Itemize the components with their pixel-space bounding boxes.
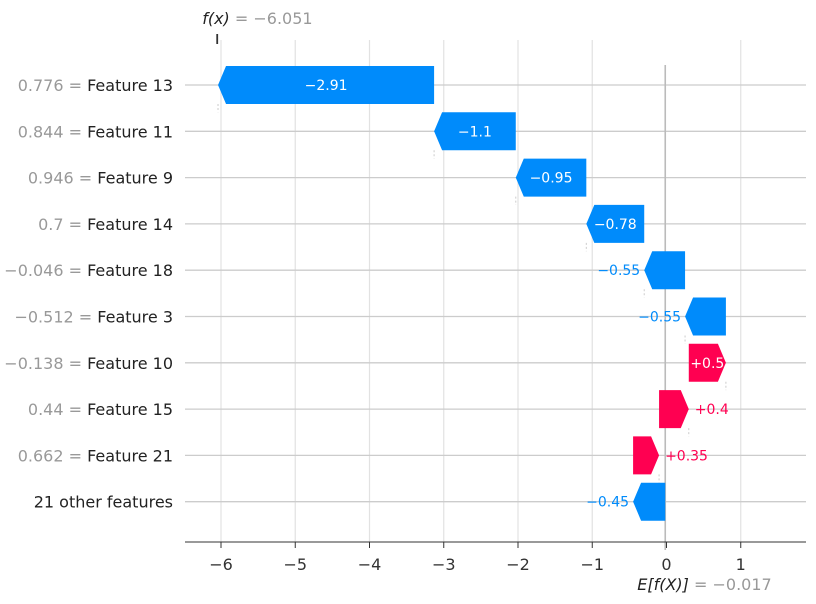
x-tick-label: −1 <box>580 555 604 574</box>
bars-layer <box>217 66 727 521</box>
y-tick-label: −0.138 = Feature 10 <box>4 354 173 373</box>
bar-value-label: −0.55 <box>638 310 681 326</box>
waterfall-bar <box>688 343 726 382</box>
y-tick-label: 0.946 = Feature 9 <box>28 169 173 188</box>
feature-value: 0.844 = <box>18 122 87 141</box>
x-tick-label: 0 <box>661 555 671 574</box>
efx-label-value: = −0.017 <box>689 575 772 594</box>
y-tick-label: 0.44 = Feature 15 <box>28 400 173 419</box>
waterfall-bar <box>633 436 660 475</box>
feature-name: Feature 3 <box>97 308 173 327</box>
bar-value-label: +0.35 <box>665 448 708 464</box>
y-tick-label: 0.844 = Feature 11 <box>18 122 173 141</box>
feature-value: 0.662 = <box>18 446 87 465</box>
waterfall-bar <box>659 390 689 429</box>
annotation-layer: f(x) = −6.051 E[f(X)] = −0.017 <box>202 9 771 594</box>
waterfall-bar <box>644 251 686 290</box>
fx-label-math: f(x) <box>202 9 230 28</box>
labels-layer: −2.91 0.776 = Feature 13 −1.1 0.844 = Featu… <box>4 76 729 512</box>
x-tick-label: −3 <box>432 555 456 574</box>
feature-name: 21 other features <box>34 493 173 512</box>
feature-value: 0.7 = <box>38 215 87 234</box>
bar-value-label: −0.45 <box>586 495 629 511</box>
y-tick-label: 21 other features <box>34 493 173 512</box>
feature-value: −0.046 = <box>4 261 87 280</box>
y-tick-label: −0.512 = Feature 3 <box>14 308 173 327</box>
feature-value: −0.138 = <box>4 354 87 373</box>
bar-value-label: −1.1 <box>458 124 492 140</box>
feature-value: −0.512 = <box>14 308 97 327</box>
y-tick-label: 0.662 = Feature 21 <box>18 446 173 465</box>
y-tick-label: 0.776 = Feature 13 <box>18 76 173 95</box>
feature-value: 0.776 = <box>18 76 87 95</box>
efx-label: E[f(X)] = −0.017 <box>637 575 771 594</box>
y-tick-label: 0.7 = Feature 14 <box>38 215 173 234</box>
feature-value: 0.44 = <box>28 400 87 419</box>
x-tick-label: 1 <box>736 555 746 574</box>
x-tick-label: −2 <box>506 555 530 574</box>
feature-name: Feature 18 <box>87 261 173 280</box>
feature-name: Feature 14 <box>87 215 173 234</box>
feature-name: Feature 9 <box>97 169 173 188</box>
waterfall-bar <box>434 112 516 151</box>
x-tick-label: −6 <box>209 555 233 574</box>
y-tick-label: −0.046 = Feature 18 <box>4 261 173 280</box>
efx-label-math: E[f(X)] <box>637 575 689 594</box>
waterfall-bar <box>218 66 435 104</box>
bar-value-label: −0.95 <box>530 171 573 187</box>
bar-value-label: −0.78 <box>594 217 637 233</box>
feature-name: Feature 11 <box>87 122 173 141</box>
waterfall-bar <box>586 204 645 243</box>
bar-value-label: +0.5 <box>690 356 724 372</box>
feature-name: Feature 21 <box>87 446 173 465</box>
waterfall-bar <box>633 482 666 521</box>
feature-name: Feature 10 <box>87 354 173 373</box>
fx-label: f(x) = −6.051 <box>202 9 312 28</box>
bar-value-label: −0.55 <box>597 263 640 279</box>
waterfall-bar <box>515 158 587 197</box>
x-tick-label: −4 <box>358 555 382 574</box>
feature-value: 0.946 = <box>28 169 97 188</box>
fx-label-value: = −6.051 <box>230 9 313 28</box>
feature-name: Feature 15 <box>87 400 173 419</box>
bar-value-label: −2.91 <box>305 78 348 94</box>
feature-name: Feature 13 <box>87 76 173 95</box>
x-tick-label: −5 <box>283 555 307 574</box>
waterfall-bar <box>685 297 726 336</box>
x-axis: −6 −5 −4 −3 −2 −1 0 1 <box>185 34 806 574</box>
bar-value-label: +0.4 <box>695 402 729 418</box>
